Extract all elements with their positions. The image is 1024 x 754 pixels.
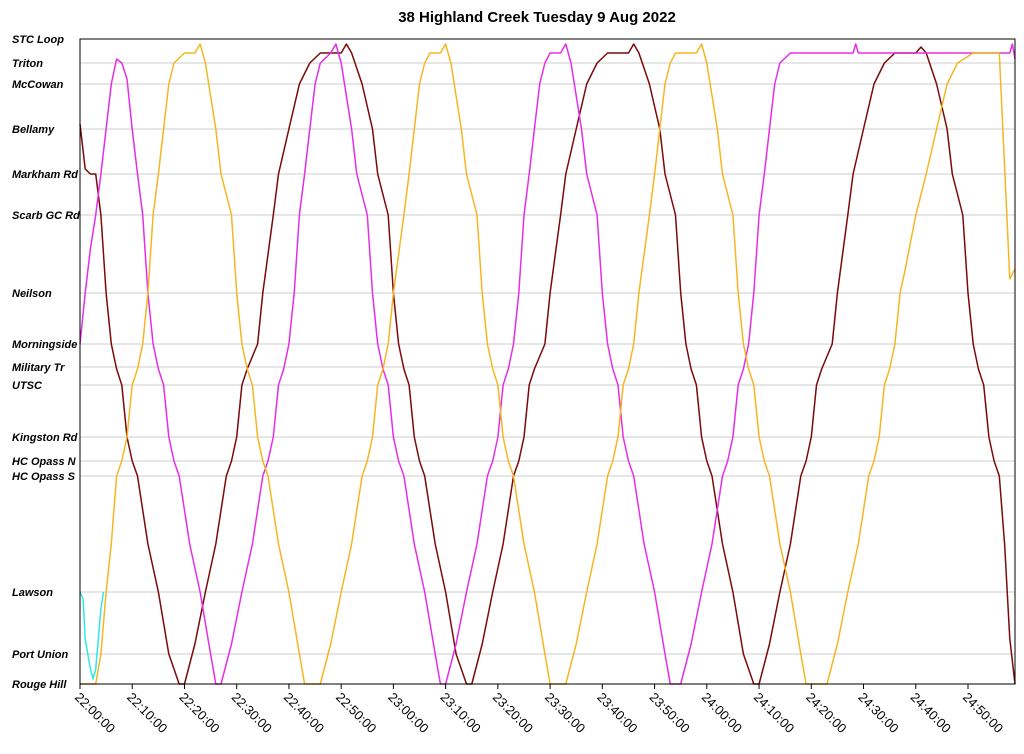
x-tick-label: 22:10:00	[124, 690, 170, 736]
x-tick-label: 22:30:00	[229, 690, 275, 736]
chart-title: 38 Highland Creek Tuesday 9 Aug 2022	[398, 9, 676, 26]
stop-label: McCowan	[12, 79, 64, 91]
x-tick-label: 23:30:00	[542, 690, 588, 736]
x-tick-label: 24:30:00	[855, 690, 901, 736]
stop-label: Military Tr	[12, 362, 65, 374]
stop-labels: STC Loop Triton McCowan Bellamy Markham Rd Sc…	[12, 34, 80, 691]
x-tick-label: 23:50:00	[646, 690, 692, 736]
x-tick-label: 23:40:00	[594, 690, 640, 736]
trip-lines	[79, 43, 1016, 685]
trip-line-0	[79, 43, 1016, 685]
x-tick-label: 24:50:00	[960, 690, 1006, 736]
trip-line-3	[79, 591, 105, 680]
x-tick-label: 22:00:00	[72, 690, 118, 736]
stop-label: Neilson	[12, 288, 52, 300]
stop-label: Bellamy	[12, 124, 55, 136]
trip-line-2	[80, 43, 1016, 685]
stop-label: Markham Rd	[12, 169, 78, 181]
x-tick-label: 22:40:00	[281, 690, 327, 736]
stop-label: UTSC	[12, 380, 43, 392]
stop-label: HC Opass S	[12, 471, 76, 483]
stop-label: Lawson	[12, 587, 53, 599]
x-tick-label: 24:10:00	[751, 690, 797, 736]
x-tick-label: 23:00:00	[385, 690, 431, 736]
x-axis: 22:00:00 22:10:00 22:20:00 22:30:00 22:40:00…	[72, 684, 1006, 736]
stop-label: Scarb GC Rd	[12, 210, 80, 222]
x-tick-label: 22:20:00	[176, 690, 222, 736]
stop-label: HC Opass N	[12, 456, 77, 468]
x-tick-label: 22:50:00	[333, 690, 379, 736]
stop-label: Triton	[12, 58, 43, 70]
x-tick-label: 23:10:00	[438, 690, 484, 736]
plot-frame	[79, 38, 1016, 685]
x-tick-label: 23:20:00	[490, 690, 536, 736]
x-tick-label: 24:40:00	[908, 690, 954, 736]
stop-label: Kingston Rd	[12, 432, 78, 444]
x-tick-label: 24:20:00	[803, 690, 849, 736]
x-tick-label: 24:00:00	[699, 690, 745, 736]
grid-lines	[80, 62, 1015, 655]
stop-label: Rouge Hill	[12, 679, 67, 691]
stop-label: Port Union	[12, 649, 68, 661]
stop-label: Morningside	[12, 339, 77, 351]
stop-label: STC Loop	[12, 34, 64, 46]
trip-line-1	[79, 43, 1016, 685]
